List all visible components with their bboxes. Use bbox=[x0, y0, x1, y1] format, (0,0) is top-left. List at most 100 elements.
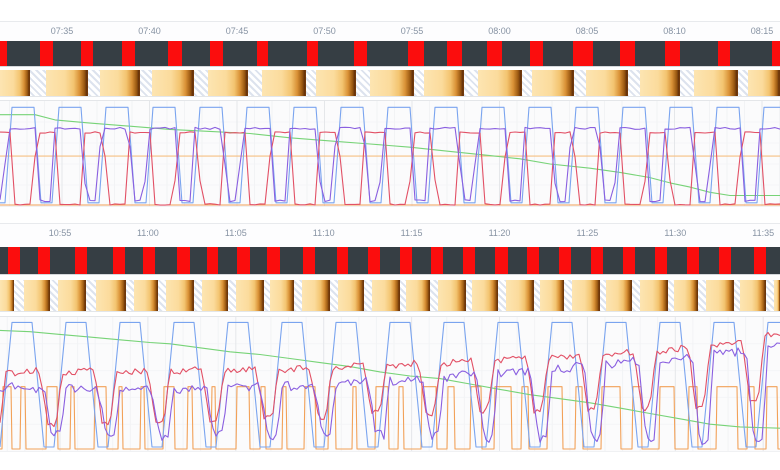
state-segment bbox=[463, 247, 475, 274]
state-segment bbox=[655, 247, 667, 274]
activity-timeline-band[interactable] bbox=[0, 280, 780, 312]
activity-segment bbox=[134, 280, 158, 311]
activity-segment bbox=[640, 70, 680, 96]
state-segment bbox=[620, 41, 635, 66]
state-segment bbox=[168, 41, 182, 66]
activity-timeline-band[interactable] bbox=[0, 70, 780, 97]
axis-tick-label: 08:15 bbox=[750, 26, 774, 36]
activity-segment bbox=[506, 280, 534, 311]
activity-segment bbox=[338, 280, 364, 311]
state-segment bbox=[687, 247, 699, 274]
state-segment bbox=[177, 247, 190, 274]
state-segment bbox=[754, 247, 766, 274]
state-segment bbox=[40, 41, 53, 66]
state-segment bbox=[772, 41, 780, 66]
state-segment bbox=[113, 247, 125, 274]
activity-segment bbox=[262, 70, 306, 96]
state-segment bbox=[719, 247, 731, 274]
activity-segment bbox=[774, 280, 780, 311]
axis-tick-label: 11:05 bbox=[224, 228, 247, 238]
activity-segment bbox=[740, 280, 766, 311]
state-segment bbox=[431, 247, 443, 274]
activity-segment bbox=[58, 280, 86, 311]
axis-tick-label: 07:45 bbox=[225, 26, 249, 36]
activity-segment bbox=[640, 280, 668, 311]
activity-segment bbox=[478, 70, 522, 96]
activity-segment bbox=[100, 70, 140, 96]
state-segment bbox=[591, 247, 603, 274]
state-segment bbox=[368, 247, 380, 274]
axis-tick-label: 07:40 bbox=[138, 26, 161, 36]
axis-tick-label: 08:10 bbox=[663, 26, 686, 36]
axis-tick-label: 11:00 bbox=[136, 228, 159, 238]
activity-segment bbox=[96, 280, 126, 311]
axis-tick-label: 08:00 bbox=[488, 26, 511, 36]
activity-segment bbox=[46, 70, 88, 96]
state-segment bbox=[303, 247, 315, 274]
state-timeline-band[interactable] bbox=[0, 247, 780, 274]
state-segment bbox=[559, 247, 571, 274]
axis-tick-label: 11:10 bbox=[312, 228, 335, 238]
state-segment bbox=[530, 41, 543, 66]
state-segment bbox=[337, 247, 348, 274]
state-segment bbox=[8, 247, 20, 274]
state-segment bbox=[257, 41, 268, 66]
state-segment bbox=[38, 247, 50, 274]
state-segment bbox=[573, 41, 593, 66]
series-blue-wave bbox=[0, 321, 780, 448]
state-segment bbox=[495, 247, 508, 274]
line-chart[interactable] bbox=[0, 100, 780, 207]
state-segment bbox=[75, 247, 87, 274]
activity-segment bbox=[406, 280, 430, 311]
activity-segment bbox=[372, 280, 400, 311]
activity-segment bbox=[694, 70, 738, 96]
axis-tick-label: 07:50 bbox=[313, 26, 336, 36]
activity-segment bbox=[540, 280, 564, 311]
series-green-trend bbox=[0, 329, 780, 429]
activity-segment bbox=[532, 70, 574, 96]
activity-segment bbox=[572, 280, 600, 311]
activity-segment bbox=[706, 280, 734, 311]
activity-segment bbox=[316, 70, 356, 96]
activity-segment bbox=[166, 280, 194, 311]
axis-tick-label: 11:25 bbox=[576, 228, 599, 238]
activity-segment bbox=[0, 280, 14, 311]
series-blue-wave bbox=[0, 106, 780, 204]
activity-segment bbox=[202, 280, 228, 311]
activity-segment bbox=[302, 280, 330, 311]
axis-tick-label: 08:05 bbox=[575, 26, 599, 36]
state-segment bbox=[143, 247, 155, 274]
time-axis: 10:55 11:00 11:05 11:10 11:15 11:20 11:25 11:30… bbox=[0, 223, 780, 247]
activity-segment bbox=[674, 280, 698, 311]
state-segment bbox=[354, 41, 367, 66]
state-segment bbox=[487, 41, 502, 66]
state-timeline-band[interactable] bbox=[0, 41, 780, 66]
state-segment bbox=[237, 247, 250, 274]
series-purple-wave bbox=[0, 126, 780, 203]
state-segment bbox=[0, 41, 7, 66]
line-chart[interactable] bbox=[0, 316, 780, 452]
series-green-trend bbox=[0, 114, 780, 197]
series-red-wave bbox=[0, 131, 780, 206]
chart-canvas bbox=[0, 101, 780, 206]
state-segment bbox=[207, 247, 218, 274]
activity-segment bbox=[438, 280, 466, 311]
activity-segment bbox=[606, 280, 632, 311]
axis-tick-label: 11:30 bbox=[664, 228, 687, 238]
state-segment bbox=[81, 41, 93, 66]
activity-segment bbox=[152, 70, 194, 96]
activity-segment bbox=[0, 70, 30, 96]
axis-tick-label: 10:55 bbox=[48, 228, 72, 238]
axis-tick-label: 07:35 bbox=[50, 26, 74, 36]
series-purple-noisy bbox=[0, 342, 780, 446]
activity-segment bbox=[24, 280, 50, 311]
state-segment bbox=[447, 41, 462, 66]
activity-segment bbox=[236, 280, 264, 311]
state-segment bbox=[665, 41, 680, 66]
axis-tick-label: 11:20 bbox=[488, 228, 511, 238]
state-segment bbox=[307, 41, 318, 66]
axis-tick-label: 07:55 bbox=[400, 26, 424, 36]
activity-segment bbox=[424, 70, 464, 96]
chart-canvas bbox=[0, 317, 780, 451]
